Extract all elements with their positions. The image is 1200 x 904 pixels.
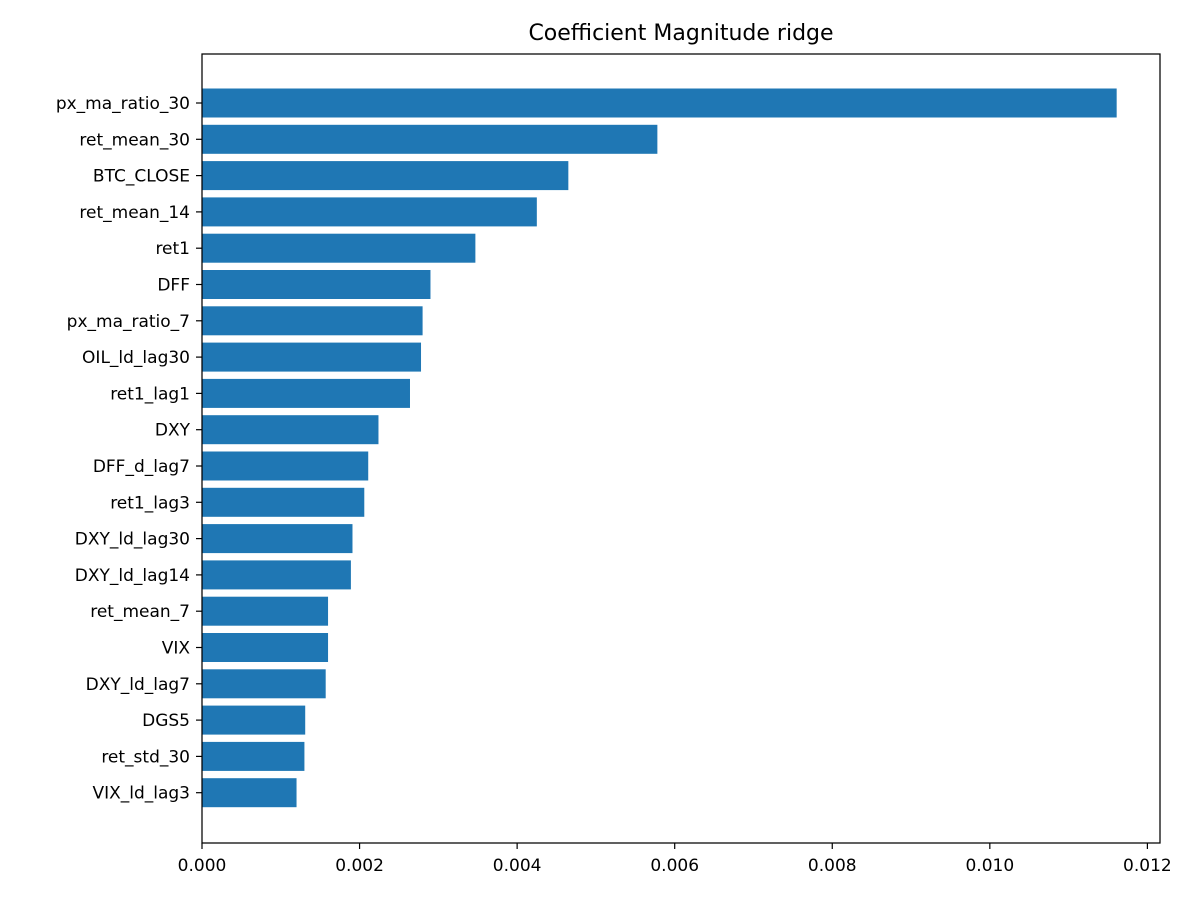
y-tick-label: DFF <box>157 276 190 296</box>
bar-OIL_ld_lag30 <box>202 342 422 372</box>
y-tick-label: DXY <box>155 421 191 441</box>
y-tick-label: ret1_lag3 <box>110 493 190 513</box>
y-tick-label: ret_mean_14 <box>79 203 190 223</box>
bar-DXY_ld_lag30 <box>202 524 353 554</box>
bar-VIX_ld_lag3 <box>202 778 297 808</box>
x-axis-ticks: 0.000 0.002 0.004 0.006 0.008 0.010 0.012 <box>178 843 1172 876</box>
chart-title: Coefficient Magnitude ridge <box>528 21 833 46</box>
y-tick-label: DFF_d_lag7 <box>93 457 190 477</box>
bar-ret1_lag1 <box>202 378 410 408</box>
y-tick-label: ret_mean_7 <box>90 602 190 622</box>
bar-DFF_d_lag7 <box>202 451 369 481</box>
x-tick-label: 0.004 <box>493 856 542 876</box>
y-tick-label: VIX <box>162 639 191 659</box>
bar-ret_mean_30 <box>202 124 658 154</box>
y-tick-label: DXY_ld_lag30 <box>75 530 190 550</box>
y-tick-label: px_ma_ratio_7 <box>67 312 190 332</box>
bar-DXY <box>202 415 379 445</box>
y-tick-label: ret1 <box>155 239 190 259</box>
y-tick-label: VIX_ld_lag3 <box>92 784 190 804</box>
y-tick-label: DGS5 <box>142 711 190 731</box>
x-tick-label: 0.012 <box>1123 856 1172 876</box>
y-tick-label: OIL_ld_lag30 <box>82 348 190 368</box>
x-tick-label: 0.010 <box>965 856 1014 876</box>
bar-ret_std_30 <box>202 741 305 771</box>
x-tick-label: 0.000 <box>178 856 227 876</box>
bar-DFF <box>202 270 431 299</box>
bar-ret_mean_14 <box>202 197 537 227</box>
y-tick-label: ret_mean_30 <box>79 130 190 150</box>
bar-ret1_lag3 <box>202 487 365 517</box>
x-tick-label: 0.002 <box>335 856 384 876</box>
y-tick-label: DXY_ld_lag7 <box>86 675 190 695</box>
x-tick-label: 0.008 <box>808 856 857 876</box>
bar-ret1 <box>202 233 476 263</box>
bar-DGS5 <box>202 705 306 735</box>
y-tick-label: ret_std_30 <box>101 747 190 767</box>
y-tick-label: BTC_CLOSE <box>93 167 190 187</box>
bar-px_ma_ratio_30 <box>202 88 1117 118</box>
bar-px_ma_ratio_7 <box>202 306 423 336</box>
bar-DXY_ld_lag14 <box>202 560 351 590</box>
bar-DXY_ld_lag7 <box>202 669 326 699</box>
bar-BTC_CLOSE <box>202 161 569 191</box>
x-tick-label: 0.006 <box>650 856 699 876</box>
bars-group <box>202 88 1117 808</box>
y-tick-label: ret1_lag1 <box>110 384 190 404</box>
y-tick-label: px_ma_ratio_30 <box>56 94 190 114</box>
plot-frame <box>201 53 1161 844</box>
bar-ret_mean_7 <box>202 596 329 626</box>
bar-VIX <box>202 633 329 662</box>
y-axis-ticks: px_ma_ratio_30 ret_mean_30 BTC_CLOSE ret_me… <box>56 94 202 804</box>
y-tick-label: DXY_ld_lag14 <box>75 566 190 586</box>
